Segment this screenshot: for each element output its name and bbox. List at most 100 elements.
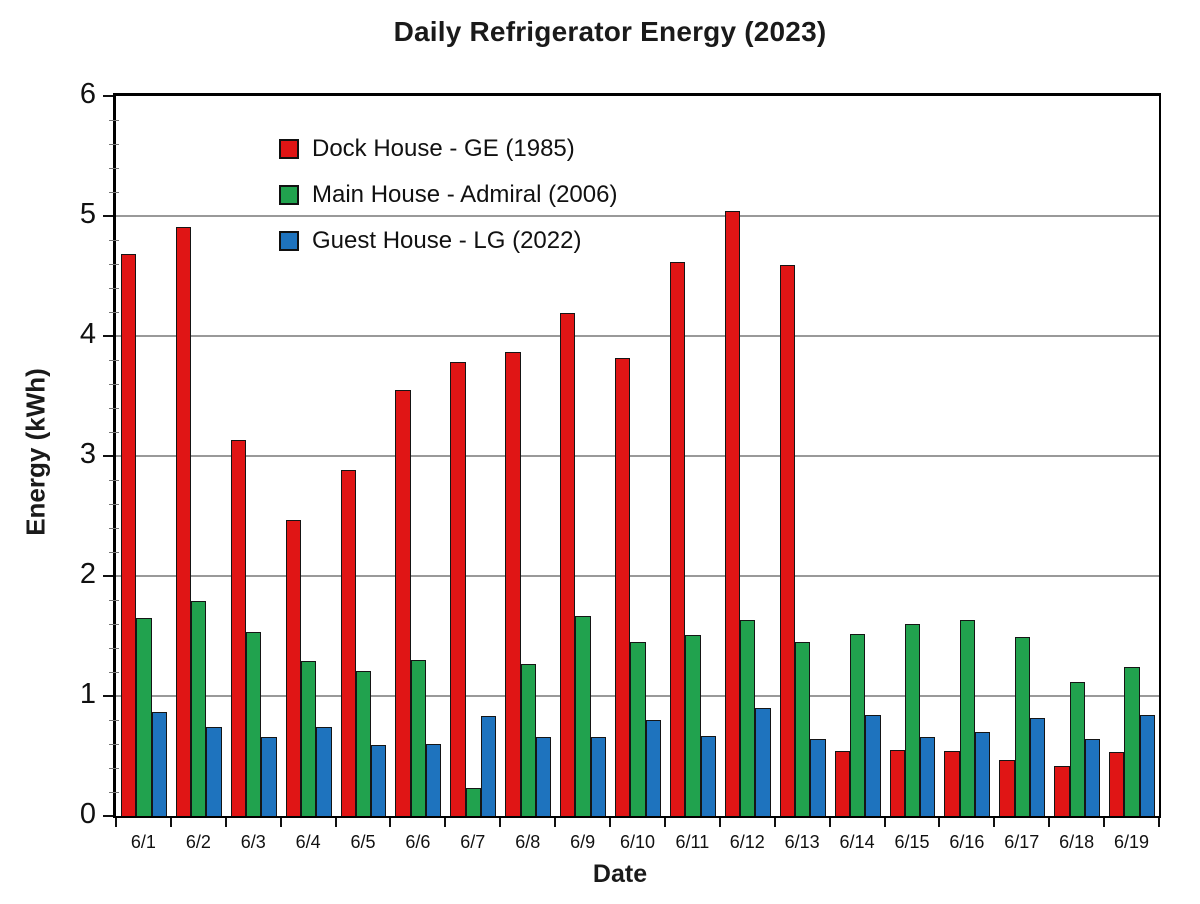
y-major-tick [103, 95, 113, 97]
bar [480, 716, 497, 816]
x-tick [993, 818, 996, 827]
y-minor-tick [109, 240, 119, 241]
y-major-tick [103, 335, 113, 337]
x-tick [444, 818, 447, 827]
bar [535, 736, 552, 816]
bar [246, 632, 262, 816]
x-tick-label: 6/9 [570, 832, 596, 852]
x-tick-label: 6/18 [1059, 832, 1095, 852]
x-tick [773, 818, 776, 827]
bar [755, 708, 771, 816]
plot-area: 0 1 2 3 4 5 6 6/1 6/2 6/3 6/4 6/5 6/6 6/7 6/8 6/9 6/10 6/… [80, 80, 1161, 852]
x-tick [115, 818, 117, 827]
bar [1109, 752, 1125, 816]
bar [230, 440, 247, 816]
y-tick-label: 6 [79, 78, 96, 110]
y-minor-tick [109, 720, 119, 721]
x-tick [554, 818, 557, 827]
bar [450, 362, 466, 816]
y-minor-tick [109, 408, 119, 409]
bar [121, 254, 137, 816]
bar [206, 727, 222, 816]
x-tick [938, 818, 941, 827]
bar [1029, 717, 1046, 816]
bar [191, 601, 207, 816]
x-axis-title: Date [592, 860, 648, 888]
legend-item: Main House - Admiral (2006) [279, 180, 617, 210]
y-minor-tick [109, 384, 119, 385]
x-tick [1048, 818, 1051, 827]
bar [724, 211, 741, 816]
x-tick [663, 818, 666, 827]
bar [959, 620, 976, 816]
y-major-tick [103, 695, 113, 697]
x-tick-label: 6/5 [350, 832, 376, 852]
y-minor-tick [109, 168, 119, 169]
bar [465, 788, 481, 816]
y-minor-tick [109, 504, 119, 505]
bar [615, 357, 631, 816]
x-tick [279, 818, 282, 827]
y-minor-tick [109, 792, 119, 793]
y-gridline [116, 335, 1159, 337]
y-major-tick [103, 215, 113, 217]
x-tick-label: 6/17 [1004, 832, 1040, 852]
y-gridline [116, 575, 1159, 577]
y-major-tick [103, 455, 113, 457]
bar [944, 751, 960, 816]
y-minor-tick [109, 288, 119, 289]
y-minor-tick [109, 264, 119, 265]
bar [904, 624, 921, 816]
y-tick-label: 5 [79, 198, 96, 230]
y-tick-label: 0 [79, 798, 96, 830]
y-minor-tick [109, 480, 119, 481]
legend-swatch [279, 185, 299, 205]
bar [1084, 739, 1101, 816]
x-tick-label: 6/4 [295, 832, 321, 852]
y-minor-tick [109, 312, 119, 313]
bar [1069, 681, 1085, 816]
y-tick-label: 1 [79, 678, 96, 710]
y-tick-label: 2 [79, 558, 96, 590]
x-tick [334, 818, 337, 827]
bar [740, 620, 756, 816]
y-minor-tick [109, 144, 119, 145]
bar [1014, 637, 1030, 816]
bar [1139, 715, 1155, 816]
y-major-tick [103, 575, 113, 577]
y-minor-tick [109, 600, 119, 601]
legend-item: Dock House - GE (1985) [279, 134, 575, 164]
bar [700, 735, 716, 816]
x-tick [224, 818, 227, 827]
x-tick-label: 6/7 [460, 832, 486, 852]
x-tick-label: 6/16 [949, 832, 985, 852]
bar [395, 390, 411, 816]
y-minor-tick [109, 672, 119, 673]
bar [426, 744, 442, 816]
y-minor-tick [109, 624, 119, 625]
bar [1054, 765, 1070, 816]
x-tick-label: 6/12 [729, 832, 765, 852]
chart-title: Daily Refrigerator Energy (2023) [393, 16, 827, 47]
y-minor-tick [109, 120, 119, 121]
legend-swatch [279, 139, 299, 159]
x-tick [169, 818, 172, 827]
bar [371, 745, 387, 816]
bar [975, 732, 991, 816]
legend-item: Guest House - LG (2022) [279, 226, 581, 256]
x-tick-label: 6/14 [839, 832, 875, 852]
y-minor-tick [109, 360, 119, 361]
bar [999, 759, 1015, 816]
bar [779, 265, 796, 816]
bar [505, 351, 521, 816]
y-minor-tick [109, 432, 119, 433]
x-tick [609, 818, 612, 827]
x-tick [1103, 818, 1106, 827]
x-tick-label: 6/2 [185, 832, 211, 852]
bar [645, 720, 661, 816]
x-tick-label: 6/19 [1114, 832, 1150, 852]
bar [849, 633, 866, 816]
bar [865, 715, 881, 816]
x-tick-label: 6/10 [619, 832, 656, 852]
